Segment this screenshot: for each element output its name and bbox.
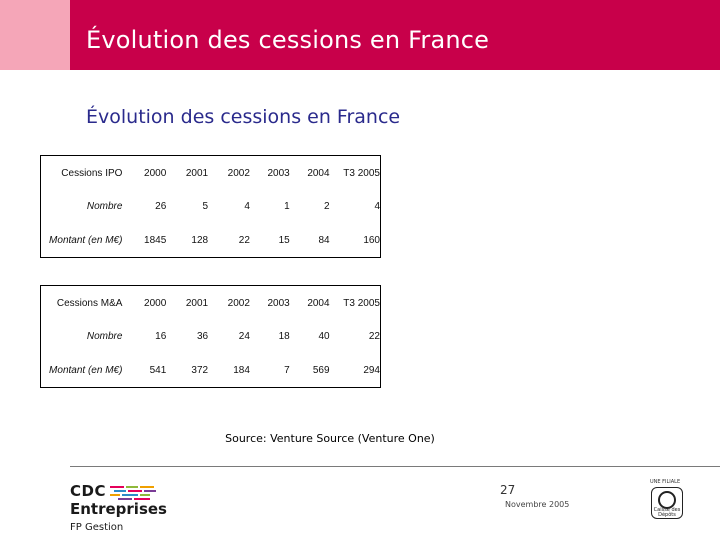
- source-note: Source: Venture Source (Venture One): [225, 432, 435, 445]
- table-row: Montant (en M€) 541 372 184 7 569 294: [41, 353, 381, 388]
- table-header-row: Cessions IPO 2000 2001 2002 2003 2004 T3…: [41, 156, 381, 191]
- table-header-cell: 2003: [267, 167, 290, 179]
- ma-table: Cessions M&A 2000 2001 2002 2003 2004 T3…: [40, 285, 381, 388]
- slide-date: Novembre 2005: [505, 500, 570, 509]
- table-cell: 36: [196, 331, 209, 342]
- table-cell: 40: [318, 331, 330, 342]
- table-header-cell: 2004: [307, 167, 330, 179]
- table-header-cell: 2002: [227, 297, 250, 309]
- table-row: Nombre 26 5 4 1 2 4: [41, 190, 381, 223]
- table-cell: 541: [149, 364, 167, 376]
- footer-divider: [70, 466, 720, 467]
- slide-subtitle: Évolution des cessions en France: [86, 106, 401, 128]
- table-header-row: Cessions M&A 2000 2001 2002 2003 2004 T3…: [41, 286, 381, 321]
- table-header-cell: 2001: [185, 297, 209, 309]
- table-cell: 24: [238, 331, 250, 342]
- table-header-cell: 2004: [307, 297, 330, 309]
- table-cell: 5: [202, 201, 209, 212]
- table-header-label: Cessions M&A: [56, 297, 123, 309]
- header-accent-tab: [0, 0, 70, 70]
- table-cell: 128: [191, 234, 209, 246]
- caisse-des-depots-logo: Caisse des Dépôts: [651, 487, 683, 519]
- table-cell: 22: [368, 331, 380, 342]
- table-cell: 1: [284, 201, 290, 212]
- table-cell: 184: [233, 364, 250, 376]
- table-header-cell: 2000: [144, 167, 167, 179]
- row-label: Montant (en M€): [49, 364, 123, 376]
- table-header-cell: T3 2005: [343, 167, 380, 179]
- table-row: Nombre 16 36 24 18 40 22: [41, 320, 381, 353]
- table-cell: 16: [155, 331, 167, 342]
- row-label: Montant (en M€): [49, 234, 123, 246]
- cdc-entreprises-logo: CDC Entreprises FP Gestion: [70, 482, 180, 538]
- row-label: Nombre: [86, 331, 123, 342]
- table-header-label: Cessions IPO: [61, 167, 123, 179]
- table-cell: 372: [191, 364, 209, 376]
- table-cell: 294: [363, 364, 380, 376]
- table-header-cell: 2000: [144, 297, 167, 309]
- logo-text-fp-gestion: FP Gestion: [70, 522, 124, 533]
- table-cell: 7: [284, 364, 290, 376]
- header-title: Évolution des cessions en France: [86, 26, 490, 54]
- table-cell: 22: [238, 234, 250, 246]
- table-cell: 18: [278, 331, 290, 342]
- table-cell: 2: [324, 201, 330, 212]
- table-cell: 15: [278, 234, 290, 246]
- table-cell: 569: [312, 364, 330, 376]
- table-header-cell: 2003: [267, 297, 290, 309]
- caisse-des-depots-emblem-icon: [658, 491, 676, 509]
- table-cell: 4: [374, 201, 380, 212]
- filiale-label: UNE FILIALE: [650, 479, 681, 485]
- table-cell: 4: [244, 201, 250, 212]
- logo-stripes-icon: [110, 486, 162, 500]
- table-cell: 84: [318, 234, 330, 246]
- table-header-cell: 2001: [185, 167, 209, 179]
- row-label: Nombre: [86, 201, 123, 212]
- caisse-des-depots-text: Caisse des Dépôts: [653, 507, 681, 518]
- table-cell: 1845: [144, 234, 167, 246]
- page-number: 27: [500, 483, 516, 497]
- table-header-cell: T3 2005: [343, 297, 380, 309]
- table-header-cell: 2002: [227, 167, 250, 179]
- logo-text-entreprises: Entreprises: [70, 500, 167, 518]
- table-cell: 160: [363, 234, 380, 246]
- logo-text-cdc: CDC: [70, 482, 106, 500]
- table-row: Montant (en M€) 1845 128 22 15 84 160: [41, 223, 381, 258]
- header-bar: Évolution des cessions en France: [0, 0, 720, 70]
- table-cell: 26: [155, 201, 167, 212]
- ipo-table: Cessions IPO 2000 2001 2002 2003 2004 T3…: [40, 155, 381, 258]
